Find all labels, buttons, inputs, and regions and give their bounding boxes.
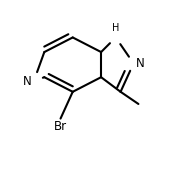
Text: H: H: [112, 23, 119, 33]
Text: N: N: [135, 57, 144, 70]
Text: Br: Br: [54, 120, 67, 133]
Text: N: N: [23, 75, 32, 88]
